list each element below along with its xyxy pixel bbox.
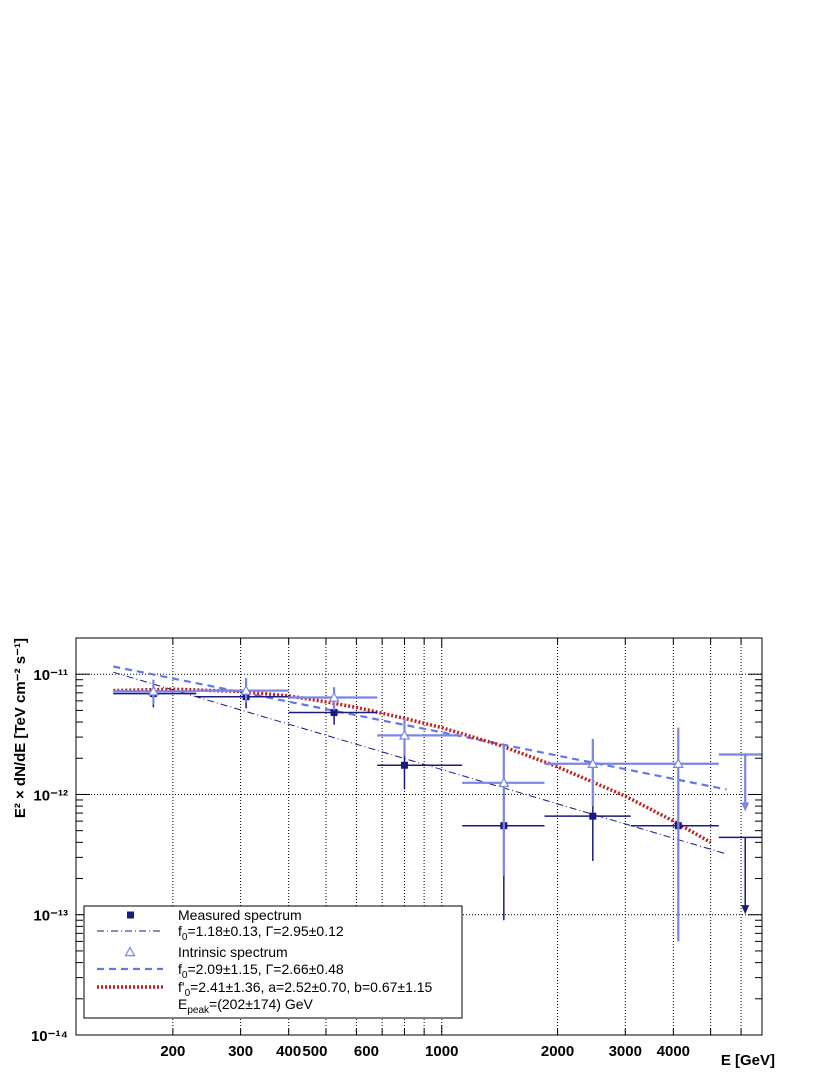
x-axis-title: E [GeV]: [721, 1052, 775, 1069]
legend-label: f'0=2.41±1.36, a=2.52±0.70, b=0.67±1.15: [178, 979, 433, 999]
tick-labels: 200 300 400 500 600 1000 2000 3000 4000 10⁻¹⁴ 10⁻¹…: [31, 667, 690, 1060]
x-tick-label: 4000: [657, 1043, 690, 1060]
y-tick-label: 10⁻¹⁴: [31, 1028, 68, 1045]
y-axis-title: E² × dN/dE [TeV cm⁻² s⁻¹]: [12, 638, 29, 818]
fit-curve: [113, 671, 727, 855]
legend-label: Measured spectrum: [178, 907, 302, 923]
fit-curve: [113, 665, 727, 791]
legend-label: Epeak=(202±174) GeV: [178, 996, 313, 1016]
x-tick-label: 500: [302, 1043, 327, 1060]
x-tick-label: 2000: [541, 1043, 574, 1060]
data-point-square: [330, 709, 338, 717]
legend-box: [83, 905, 463, 1019]
x-tick-label: 300: [228, 1043, 253, 1060]
data-point-triangle: [498, 777, 510, 788]
data-point-triangle: [672, 758, 684, 768]
data-point-triangle: [147, 685, 159, 696]
legend-label: f0=2.09±1.15, Γ=2.66±0.48: [178, 961, 344, 981]
y-tick-label: 10⁻¹²: [33, 787, 68, 804]
data-points: [113, 677, 762, 942]
x-tick-label: 3000: [609, 1043, 642, 1060]
y-tick-label: 10⁻¹³: [33, 908, 68, 925]
data-point-triangle: [328, 691, 340, 702]
data-point-triangle: [587, 758, 599, 768]
data-point-triangle: [398, 729, 410, 740]
legend-label: f0=1.18±0.13, Γ=2.95±0.12: [178, 923, 344, 943]
x-tick-label: 600: [354, 1043, 379, 1060]
x-tick-label: 200: [160, 1043, 185, 1060]
x-tick-label: 1000: [425, 1043, 458, 1060]
legend-square-symbol: [127, 911, 134, 919]
legend-triangle-symbol: [124, 946, 136, 957]
legend-label: Intrinsic spectrum: [178, 944, 288, 960]
y-tick-label: 10⁻¹¹: [33, 667, 68, 684]
plot-frame: [75, 637, 763, 1036]
upper-limit-arrow: [741, 905, 750, 915]
data-point-square: [400, 761, 408, 769]
x-tick-label: 400: [276, 1043, 301, 1060]
upper-limit-arrow: [741, 802, 750, 812]
data-point-square: [589, 812, 597, 820]
axis-ticks: [76, 638, 762, 1036]
data-point-triangle: [240, 684, 252, 695]
